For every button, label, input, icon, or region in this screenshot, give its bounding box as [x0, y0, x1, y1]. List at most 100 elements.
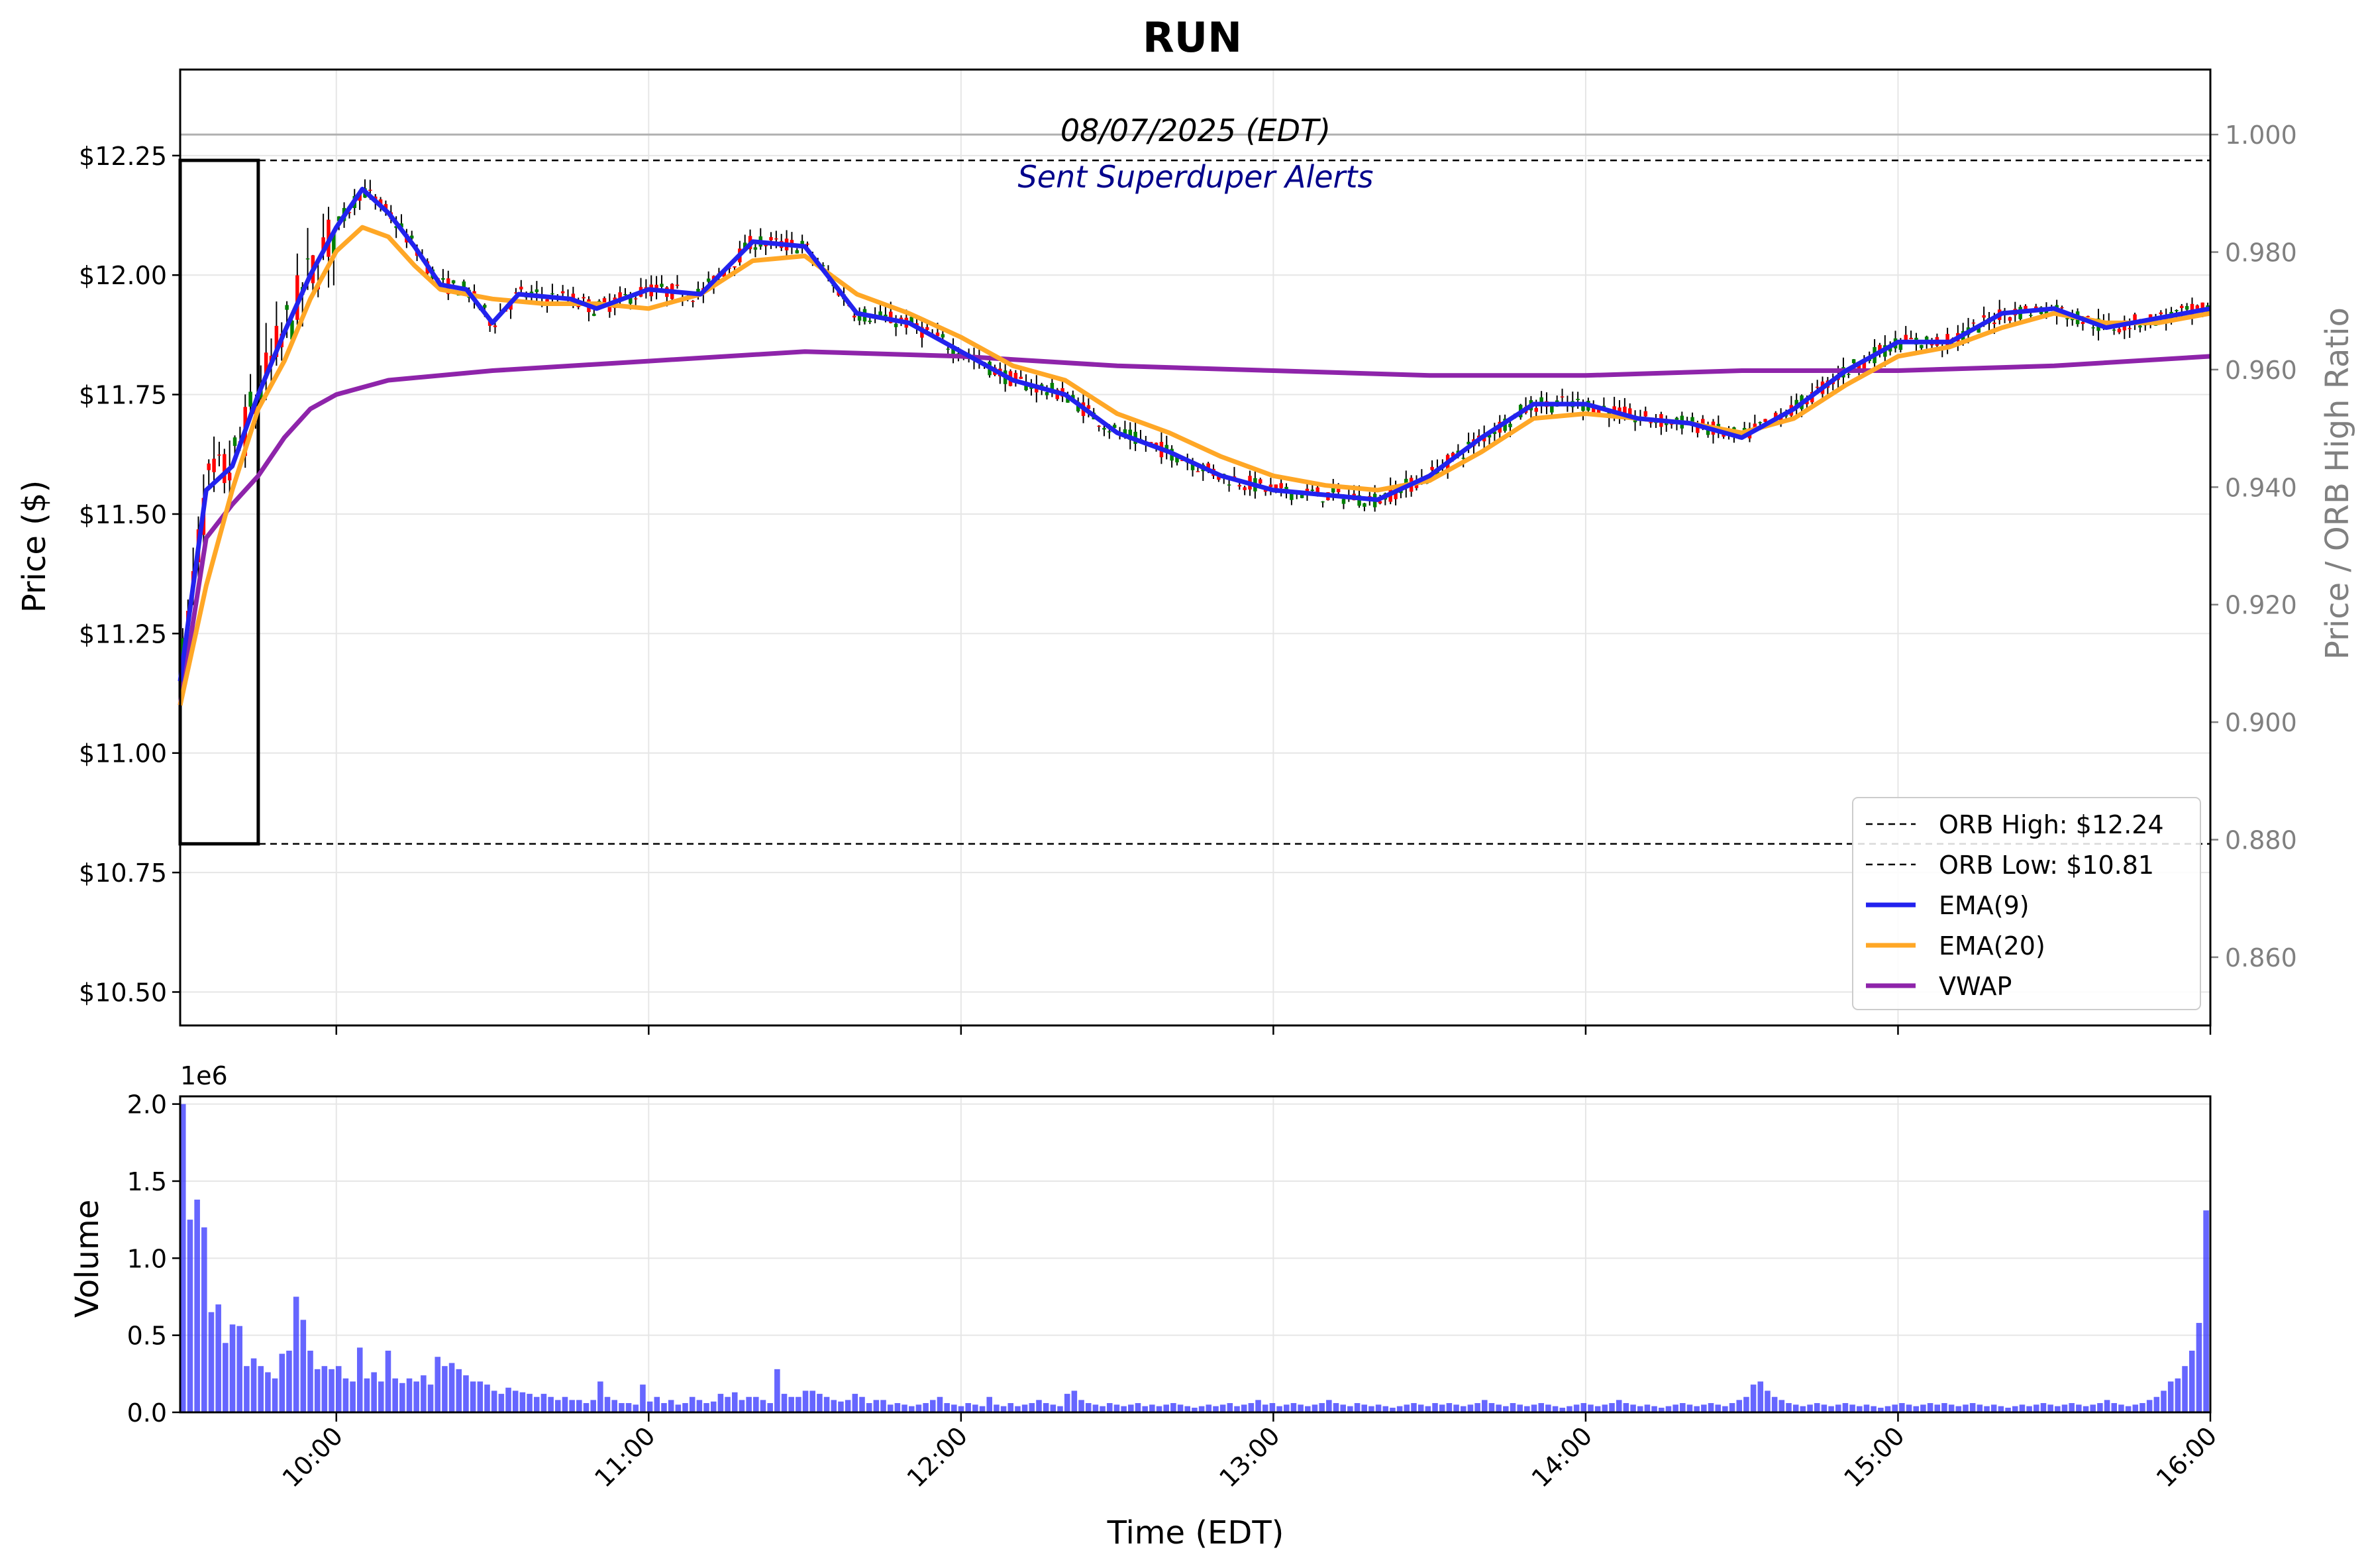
candle-body	[368, 189, 372, 191]
candle-body	[1596, 408, 1601, 415]
volume-bar	[272, 1378, 278, 1412]
volume-bar	[1680, 1403, 1686, 1412]
candle-body	[1722, 434, 1725, 437]
volume-bar	[1269, 1403, 1276, 1412]
legend: ORB High: $12.24 ORB Low: $10.81 EMA(9) EMA…	[1852, 797, 2201, 1010]
volume-bar	[2139, 1403, 2145, 1412]
volume-bar	[223, 1343, 229, 1412]
candle-body	[1019, 376, 1023, 379]
volume-bar	[1998, 1406, 2004, 1412]
volume-bar	[1686, 1404, 1693, 1412]
volume-bar	[1588, 1404, 1594, 1412]
candle-body	[2200, 302, 2204, 313]
volume-bar	[731, 1392, 738, 1412]
volume-bar	[1319, 1403, 1325, 1412]
volume-bar	[1990, 1404, 1997, 1412]
volume-bar	[1149, 1404, 1155, 1412]
volume-bar	[1531, 1404, 1537, 1412]
volume-bar	[1573, 1404, 1580, 1412]
candle-body	[1279, 483, 1283, 488]
candle-body	[2086, 316, 2090, 317]
volume-bar	[1354, 1403, 1361, 1412]
volume-bar	[1771, 1396, 1778, 1412]
volume-bar	[229, 1324, 236, 1412]
volume-bar	[923, 1403, 929, 1412]
volume-bar	[1786, 1403, 1792, 1412]
volume-bar	[760, 1400, 766, 1412]
volume-bar	[1616, 1400, 1622, 1412]
volume-bar	[1227, 1403, 1233, 1412]
candle-body	[223, 454, 227, 484]
volume-bar	[1029, 1403, 1035, 1412]
volume-bar	[356, 1347, 363, 1412]
ratio-tick-label: 1.000	[2225, 121, 2297, 150]
candle-body	[821, 265, 825, 267]
candle-body	[660, 284, 664, 287]
candle-body	[1149, 442, 1153, 444]
candle-body	[1758, 422, 1762, 423]
volume-bar	[385, 1350, 391, 1412]
volume-bar	[194, 1199, 200, 1412]
volume-bar	[781, 1394, 788, 1412]
candle-body	[1394, 490, 1398, 499]
ratio-y-label: Price / ORB High Ratio	[2319, 307, 2356, 660]
candle-body	[1643, 411, 1648, 417]
candle-body	[2175, 310, 2179, 311]
candle-body	[2185, 306, 2189, 310]
vwap-line	[178, 349, 2211, 706]
volume-bar	[1255, 1400, 1261, 1412]
volume-bar	[1920, 1404, 1926, 1412]
volume-bar	[1871, 1406, 1877, 1412]
volume-bar	[208, 1312, 215, 1412]
candle-body	[1862, 359, 1867, 369]
volume-bar	[937, 1396, 943, 1412]
volume-bar	[1213, 1406, 1219, 1412]
volume-bar	[809, 1390, 816, 1412]
volume-bar	[901, 1404, 907, 1412]
volume-bar	[1630, 1404, 1636, 1412]
candle-body	[1341, 499, 1346, 504]
price-y-axis: $10.50 $10.75 $11.00 $11.25 $11.50 $11.75 $12.…	[79, 142, 180, 1007]
ema9-line	[178, 186, 2211, 682]
candle-body	[1534, 407, 1539, 412]
volume-bar	[2005, 1408, 2011, 1412]
volume-bar	[470, 1381, 476, 1412]
volume-tick-label: 1.0	[127, 1244, 167, 1273]
volume-bar	[1927, 1403, 1933, 1412]
volume-bar	[1609, 1403, 1615, 1412]
volume-bar	[2012, 1406, 2018, 1412]
candle-body	[1029, 386, 1033, 389]
volume-bar	[1708, 1403, 1714, 1412]
volume-bar	[1326, 1400, 1332, 1412]
volume-bar	[668, 1400, 674, 1412]
volume-bar	[1092, 1404, 1099, 1412]
volume-bar	[2161, 1390, 2167, 1412]
volume-bar	[1736, 1400, 1743, 1412]
candle-body	[1363, 503, 1366, 507]
candle-body	[1898, 340, 1903, 350]
volume-bar	[1807, 1404, 1813, 1412]
volume-bar	[2097, 1403, 2103, 1412]
volume-bar	[576, 1400, 582, 1412]
candle-body	[2091, 327, 2095, 329]
price-axes-frame	[179, 68, 2212, 1027]
volume-bar	[965, 1403, 971, 1412]
volume-bar	[406, 1378, 413, 1412]
volume-offset-label: 1e6	[180, 1061, 228, 1090]
candle-body	[290, 320, 294, 340]
price-tick-label: $12.25	[79, 142, 167, 171]
volume-bar	[371, 1372, 377, 1412]
candle-body	[321, 237, 325, 252]
candle-body	[675, 284, 680, 286]
candle-body	[1753, 423, 1757, 428]
candle-body	[1550, 403, 1554, 413]
volume-bar	[1906, 1404, 1912, 1412]
volume-bar	[1899, 1403, 1905, 1412]
candle-body	[1649, 422, 1653, 423]
volume-tick-label: 0.5	[127, 1322, 167, 1351]
volume-bar	[2019, 1404, 2026, 1412]
price-y-label: Price ($)	[16, 480, 53, 613]
volume-bar	[1977, 1404, 1983, 1412]
volume-bar	[1757, 1381, 1764, 1412]
candle-body	[1066, 397, 1070, 403]
